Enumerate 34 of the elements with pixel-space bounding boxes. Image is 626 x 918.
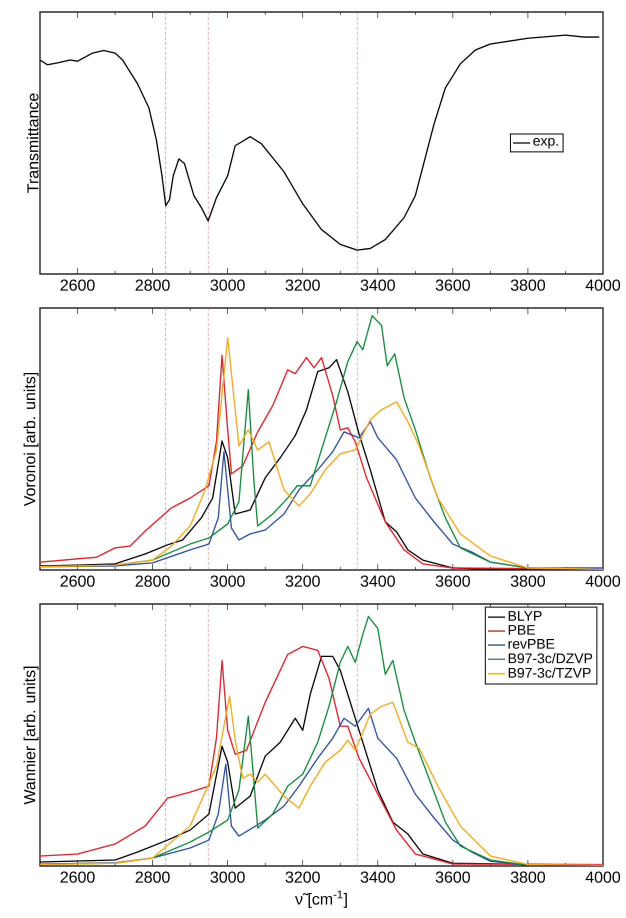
legend-label: revPBE xyxy=(508,639,554,649)
x-tick-label: 3200 xyxy=(286,872,320,883)
x-tick-label: 4000 xyxy=(586,872,620,883)
x-tick-label: 3000 xyxy=(210,280,245,291)
x-tick-label: 2600 xyxy=(60,576,95,587)
x-tick-label: 2800 xyxy=(136,576,170,587)
x-tick-label: 3600 xyxy=(436,280,470,291)
legend-label: B97-3c/TZVP xyxy=(508,668,591,678)
legend-label: B97-3c/DZVP xyxy=(508,653,592,664)
y-axis-title: Transmittance xyxy=(26,94,38,193)
x-tick-label: 2600 xyxy=(60,872,95,883)
x-tick-label: 3800 xyxy=(510,872,546,883)
x-tick-label: 2600 xyxy=(60,280,95,291)
x-tick-label: 4000 xyxy=(586,280,620,291)
x-axis-title: ν̃ [cm$^{-1}$] xyxy=(295,890,347,908)
x-tick-label: 3800 xyxy=(510,576,546,587)
x-tick-label: 2800 xyxy=(136,872,170,883)
x-tick-label: 3200 xyxy=(286,280,320,291)
x-tick-label: 3000 xyxy=(210,576,245,587)
x-tick-label: 3600 xyxy=(436,872,470,883)
x-tick-label: 4000 xyxy=(586,576,620,587)
x-tick-label: 3800 xyxy=(510,280,546,291)
y-axis-title: Voronoi [arb. units] xyxy=(24,372,38,506)
x-tick-label: 3000 xyxy=(210,872,245,883)
x-tick-label: 2800 xyxy=(136,280,170,291)
legend-label: exp. xyxy=(533,138,558,148)
y-axis-title: Wannier [arb. units] xyxy=(24,666,38,804)
x-tick-label: 3400 xyxy=(360,280,395,291)
x-tick-label: 3200 xyxy=(286,576,320,587)
legend-label: BLYP xyxy=(508,611,542,621)
x-tick-label: 3400 xyxy=(360,872,395,883)
legend-label: PBE xyxy=(508,625,535,635)
x-tick-label: 3600 xyxy=(436,576,470,587)
x-tick-label: 3400 xyxy=(360,576,395,587)
